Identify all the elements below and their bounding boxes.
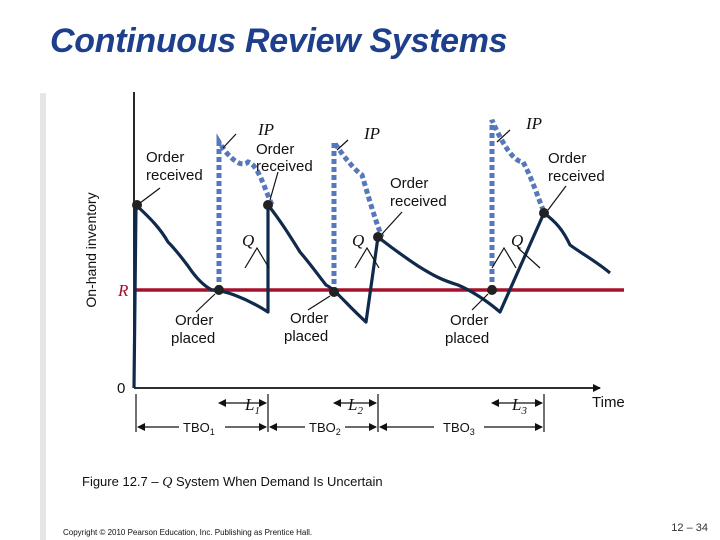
tbo-label-2: TBO2 [309, 420, 341, 437]
tbo-3-base: TBO [443, 420, 470, 435]
ip-label-3: IP [525, 114, 542, 133]
dot-receipt-1 [263, 200, 273, 210]
order-received-0-line2: received [146, 167, 203, 184]
order-placed-1-line1: Order [175, 312, 213, 329]
order-placed-label-3: Order placed [445, 312, 493, 347]
pointer-ip-3 [496, 129, 511, 143]
reorder-level-label: R [117, 281, 129, 300]
pointer-lines [139, 129, 567, 313]
lead-time-label-2: L2 [347, 395, 363, 417]
pointer-order-received-1 [269, 171, 279, 201]
order-placed-2-line1: Order [290, 310, 328, 327]
q-bracket-tick-3 [517, 247, 541, 269]
order-placed-label-2: Order placed [284, 310, 333, 345]
ip-line-2 [331, 133, 385, 292]
order-placed-2-line2: placed [284, 328, 328, 345]
dot-placed-3 [487, 285, 497, 295]
inventory-position-dotted-lines [216, 119, 547, 292]
order-received-3-line1: Order [548, 150, 586, 167]
order-received-1-line2: received [256, 158, 313, 175]
order-placed-3-line1: Order [450, 312, 488, 329]
q-bracket-2 [354, 246, 380, 269]
dot-placed-2 [329, 287, 339, 297]
lead-time-2-base: L [347, 395, 357, 414]
q-bracket-3 [491, 246, 517, 269]
origin-label: 0 [117, 380, 125, 397]
dot-receipt-2 [373, 232, 383, 242]
tbo-3-sub: 3 [470, 427, 475, 437]
order-placed-1-line2: placed [171, 330, 215, 347]
order-placed-3-line2: placed [445, 330, 489, 347]
tbo-1-base: TBO [183, 420, 210, 435]
lead-time-2-sub: 2 [357, 405, 363, 417]
dot-receipt-3 [539, 208, 549, 218]
y-axis-label: On-hand inventory [83, 192, 99, 307]
on-hand-inventory-line [132, 203, 612, 389]
q-label-1: Q [242, 231, 254, 250]
tbo-2-sub: 2 [336, 427, 341, 437]
x-axis-label: Time [592, 394, 625, 411]
pointer-order-placed-2 [307, 295, 331, 311]
order-received-3-line2: received [548, 168, 605, 185]
ip-label-1: IP [257, 120, 274, 139]
q-brackets [244, 246, 541, 269]
pointer-ip-1 [222, 133, 237, 149]
lead-time-1-base: L [244, 395, 254, 414]
order-received-label-2: Order received [390, 175, 447, 210]
order-received-1-line1: Order [256, 141, 294, 158]
ip-line-1 [216, 133, 275, 290]
tbo-arrows [135, 394, 545, 432]
lead-time-3-base: L [511, 395, 521, 414]
pointer-ip-2 [336, 139, 349, 151]
lead-time-label-3: L3 [511, 395, 527, 417]
order-received-2-line2: received [390, 193, 447, 210]
pointer-order-placed-1 [195, 293, 216, 313]
tbo-1-sub: 1 [210, 427, 215, 437]
caption-suffix: System When Demand Is Uncertain [175, 474, 383, 489]
pointer-order-placed-3 [471, 293, 489, 311]
dot-placed-1 [214, 285, 224, 295]
q-label-2: Q [352, 231, 364, 250]
ip-line-3 [489, 119, 547, 290]
caption-q: Q [162, 475, 173, 490]
figure-caption: Figure 12.7 – Q System When Demand Is Un… [82, 474, 383, 491]
q-bracket-1 [244, 246, 270, 269]
side-accent-bar [40, 93, 46, 540]
caption-prefix: Figure 12.7 – [82, 474, 159, 489]
order-received-2-line1: Order [390, 175, 428, 192]
order-received-label-3: Order received [548, 150, 605, 185]
order-received-label-0: Order received [146, 149, 203, 184]
lead-time-3-sub: 3 [520, 405, 527, 417]
order-placed-label-1: Order placed [171, 312, 218, 347]
order-received-label-1: Order received [256, 141, 313, 175]
pointer-order-received-2 [381, 211, 403, 235]
order-received-0-line1: Order [146, 149, 184, 166]
pointer-order-received-0 [139, 187, 161, 204]
tbo-2-base: TBO [309, 420, 336, 435]
ip-label-2: IP [363, 124, 380, 143]
pointer-order-received-3 [547, 185, 567, 211]
page-number: 12 – 34 [671, 522, 708, 534]
tbo-label-3: TBO3 [443, 420, 475, 437]
lead-time-label-1: L1 [244, 395, 260, 417]
tbo-label-1: TBO1 [183, 420, 215, 437]
event-dots [132, 200, 549, 297]
page-title: Continuous Review Systems [50, 22, 508, 60]
copyright-footer: Copyright © 2010 Pearson Education, Inc.… [63, 528, 313, 537]
dot-receipt-0 [132, 200, 142, 210]
lead-time-1-sub: 1 [254, 405, 260, 417]
q-label-3: Q [511, 231, 523, 250]
